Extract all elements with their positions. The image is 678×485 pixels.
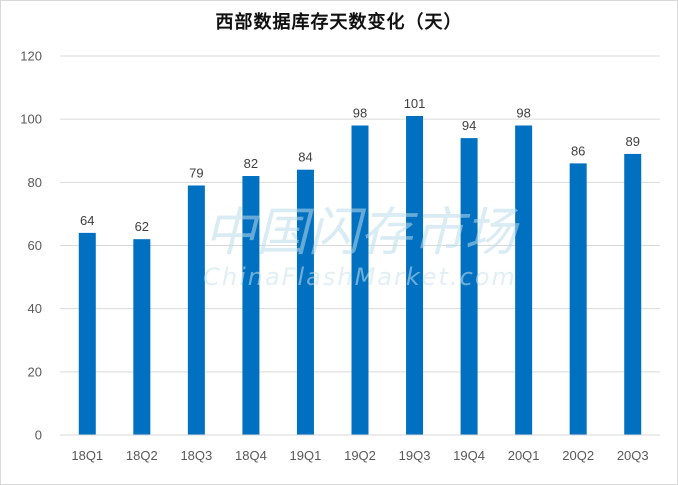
bar (242, 176, 260, 435)
bar (515, 125, 533, 435)
y-axis-ticks: 0 20 40 60 80 100 120 (20, 49, 42, 443)
bar (406, 116, 424, 435)
x-tick-label: 19Q2 (344, 448, 376, 463)
x-tick-label: 20Q1 (508, 448, 540, 463)
bar (296, 169, 314, 435)
bar (569, 163, 587, 435)
data-labels: 64 62 79 82 84 98 101 94 98 86 89 (80, 96, 640, 234)
bars (78, 116, 642, 436)
x-tick-label: 19Q4 (453, 448, 485, 463)
data-label: 98 (353, 105, 367, 120)
watermark-en: ChinaFlashMarket.com (203, 263, 517, 291)
x-tick-label: 19Q3 (399, 448, 431, 463)
x-tick-label: 20Q3 (617, 448, 649, 463)
y-tick-label: 40 (28, 301, 42, 316)
data-label: 84 (298, 150, 312, 165)
data-label: 86 (571, 143, 585, 158)
x-tick-label: 18Q2 (126, 448, 158, 463)
bar (187, 185, 205, 435)
y-tick-label: 80 (28, 175, 42, 190)
watermark-cn: 中国闪存市场 (204, 203, 520, 263)
x-tick-label: 19Q1 (290, 448, 322, 463)
y-tick-label: 100 (20, 112, 42, 127)
bar (78, 232, 96, 435)
x-tick-label: 20Q2 (562, 448, 594, 463)
y-tick-label: 20 (28, 364, 42, 379)
data-label: 98 (516, 105, 530, 120)
bar (133, 239, 151, 435)
data-label: 82 (244, 156, 258, 171)
data-label: 64 (80, 213, 94, 228)
x-tick-label: 18Q4 (235, 448, 267, 463)
x-tick-label: 18Q3 (180, 448, 212, 463)
data-label: 79 (189, 165, 203, 180)
y-tick-label: 60 (28, 238, 42, 253)
bar (460, 138, 478, 435)
chart-title: 西部数据库存天数变化（天） (215, 12, 463, 33)
data-label: 62 (135, 219, 149, 234)
y-tick-label: 0 (35, 428, 42, 443)
x-axis-ticks: 18Q1 18Q2 18Q3 18Q4 19Q1 19Q2 19Q3 19Q4 20Q1 20Q2… (71, 448, 648, 463)
data-label: 89 (625, 134, 639, 149)
watermark: 中国闪存市场 ChinaFlashMarket.com (203, 203, 520, 291)
y-tick-label: 120 (20, 49, 42, 64)
x-tick-label: 18Q1 (71, 448, 103, 463)
bar (351, 125, 369, 435)
data-label: 94 (462, 118, 476, 133)
bar (624, 153, 642, 436)
data-label: 101 (404, 96, 426, 111)
